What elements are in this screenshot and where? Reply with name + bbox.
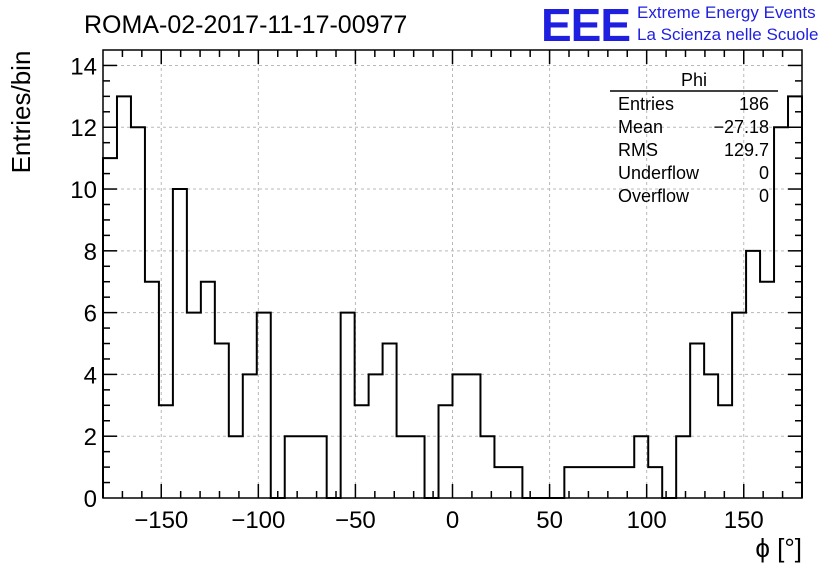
stats-label: RMS xyxy=(618,140,658,160)
x-tick-label: −150 xyxy=(134,507,188,534)
eee-logo-line2: La Scienza nelle Scuole xyxy=(637,25,818,44)
y-tick-label: 6 xyxy=(84,301,97,328)
x-tick-label: 0 xyxy=(446,507,459,534)
x-tick-label: −100 xyxy=(231,507,285,534)
stats-value: −27.18 xyxy=(713,117,769,137)
stats-value: 186 xyxy=(739,94,769,114)
axis-ticks xyxy=(103,50,802,498)
run-title: ROMA-02-2017-11-17-00977 xyxy=(84,11,407,39)
stats-box: Phi Entries 186 Mean −27.18 RMS 129.7 Un… xyxy=(610,70,778,206)
y-tick-label: 0 xyxy=(84,486,97,513)
y-tick-label: 2 xyxy=(84,424,97,451)
y-tick-label: 12 xyxy=(70,115,97,142)
stats-label: Overflow xyxy=(618,186,690,206)
y-tick-label: 8 xyxy=(84,239,97,266)
x-axis-title: ϕ [°] xyxy=(755,533,802,563)
x-tick-label: −50 xyxy=(335,507,376,534)
stats-name: Phi xyxy=(681,70,707,90)
y-axis-title: Entries/bin xyxy=(6,51,36,174)
eee-logo: EEE xyxy=(541,0,630,51)
stats-label: Mean xyxy=(618,117,663,137)
x-tick-label: 100 xyxy=(627,507,667,534)
tick-labels: −150 −100 −50 0 50 100 150 0 2 4 6 8 10 12 14 xyxy=(70,53,763,534)
stats-value: 0 xyxy=(759,163,769,183)
y-tick-label: 14 xyxy=(70,53,97,80)
y-tick-label: 4 xyxy=(84,362,97,389)
eee-logo-line1: Extreme Energy Events xyxy=(637,3,816,22)
stats-value: 0 xyxy=(759,186,769,206)
stats-value: 129.7 xyxy=(724,140,769,160)
grid-lines xyxy=(103,50,802,498)
stats-label: Underflow xyxy=(618,163,700,183)
y-tick-label: 10 xyxy=(70,177,97,204)
stats-label: Entries xyxy=(618,94,674,114)
x-tick-label: 150 xyxy=(724,507,764,534)
x-tick-label: 50 xyxy=(536,507,563,534)
